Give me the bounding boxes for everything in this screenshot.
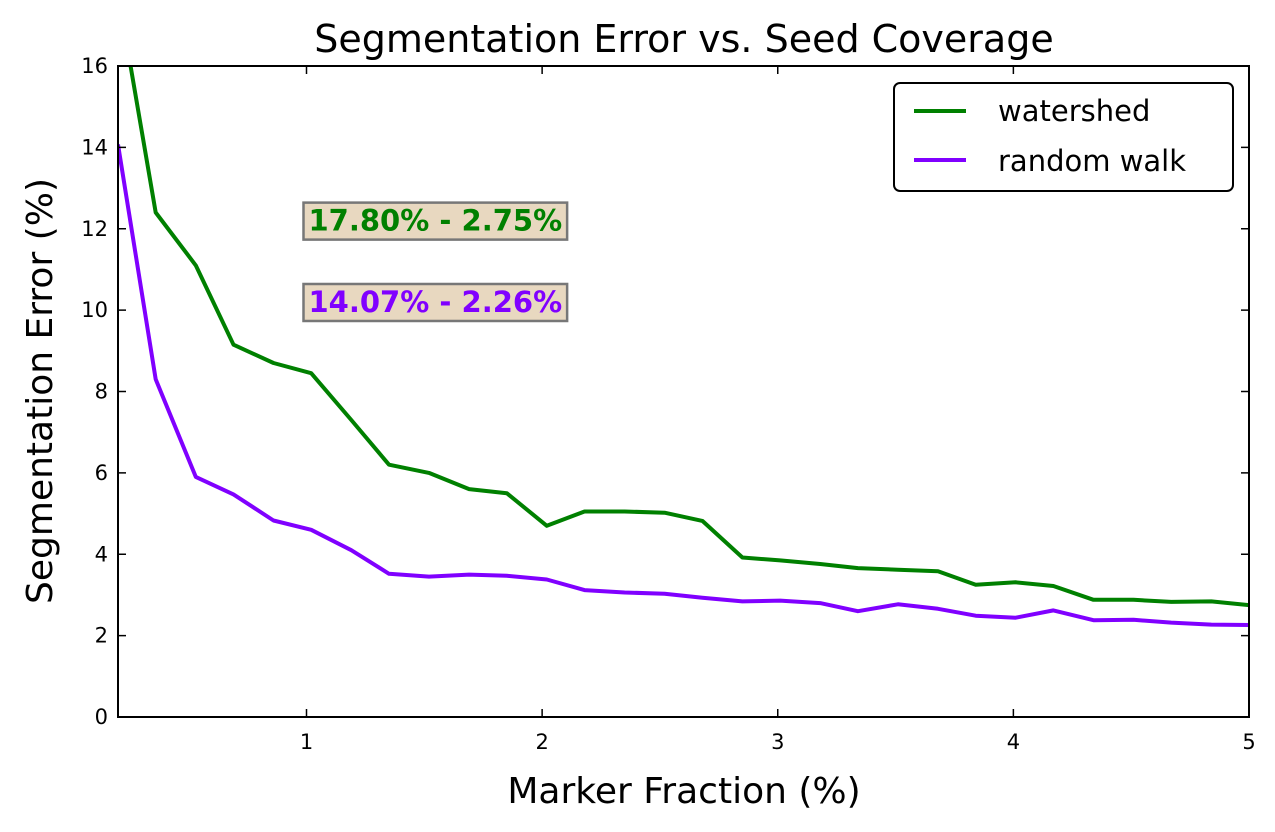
- x-tick-label: 4: [1007, 730, 1020, 754]
- chart-title: Segmentation Error vs. Seed Coverage: [314, 17, 1053, 61]
- y-tick-label: 16: [81, 54, 108, 78]
- plot-area: [118, 66, 1249, 627]
- annotation-box: 14.07% - 2.26%: [302, 282, 569, 323]
- x-tick-label: 5: [1242, 730, 1255, 754]
- x-tick-label: 3: [771, 730, 784, 754]
- annotations: 17.80% - 2.75% 14.07% - 2.26%: [302, 201, 569, 323]
- annotation-text: 17.80% - 2.75%: [309, 204, 563, 238]
- x-tick-label: 2: [535, 730, 548, 754]
- legend-label-watershed: watershed: [998, 94, 1150, 128]
- x-tick-label: 1: [300, 730, 313, 754]
- annotation-background: [302, 282, 569, 323]
- legend-box: [893, 82, 1234, 192]
- y-tick-label: 0: [95, 705, 108, 729]
- y-tick-label: 10: [81, 298, 108, 322]
- y-tick-label: 4: [95, 542, 108, 566]
- y-tick-label: 2: [95, 624, 108, 648]
- series-line-watershed: [128, 66, 1249, 608]
- y-tick-label: 6: [95, 461, 108, 485]
- series-line-random-walk: [118, 144, 1249, 627]
- x-axis-title: Marker Fraction (%): [507, 771, 860, 812]
- y-tick-label: 14: [81, 135, 108, 159]
- legend-label-random-walk: random walk: [998, 144, 1186, 178]
- annotation-background: [302, 201, 569, 241]
- legend: watershed random walk: [893, 82, 1234, 192]
- annotation-box: 17.80% - 2.75%: [302, 201, 569, 241]
- y-tick-label: 8: [95, 380, 108, 404]
- y-axis-title: Segmentation Error (%): [20, 178, 61, 604]
- y-tick-label: 12: [81, 217, 108, 241]
- annotation-text: 14.07% - 2.26%: [309, 285, 563, 319]
